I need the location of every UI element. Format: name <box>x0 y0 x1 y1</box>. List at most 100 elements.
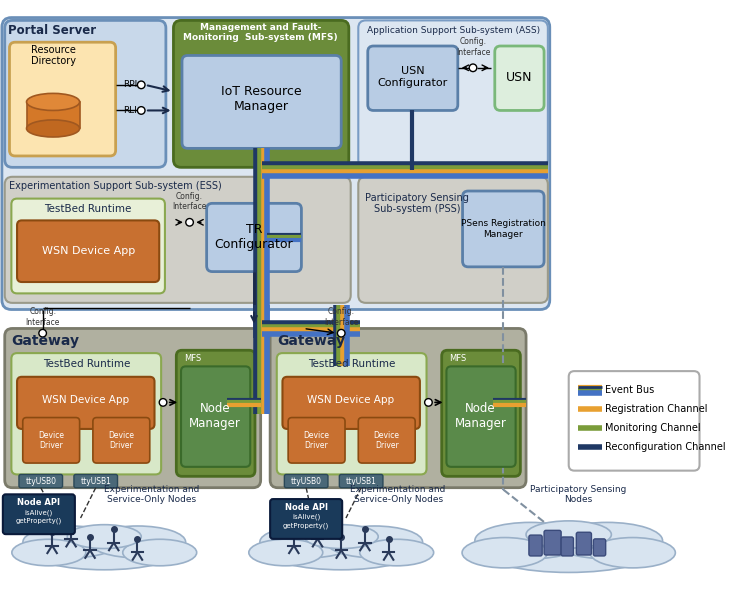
Text: Registration Channel: Registration Channel <box>605 404 707 414</box>
Text: Node
Manager: Node Manager <box>189 401 241 430</box>
FancyBboxPatch shape <box>447 367 516 467</box>
Circle shape <box>39 329 47 337</box>
Circle shape <box>137 106 145 114</box>
FancyBboxPatch shape <box>181 367 250 467</box>
Ellipse shape <box>68 525 141 549</box>
Text: Node API: Node API <box>17 498 60 507</box>
Text: Reconfiguration Channel: Reconfiguration Channel <box>605 442 726 452</box>
FancyBboxPatch shape <box>277 353 427 474</box>
FancyBboxPatch shape <box>561 537 574 556</box>
Ellipse shape <box>475 522 585 559</box>
FancyBboxPatch shape <box>358 20 548 167</box>
Text: Experimentation and
Service-Only Nodes: Experimentation and Service-Only Nodes <box>104 484 200 504</box>
FancyBboxPatch shape <box>270 329 526 487</box>
Text: getProperty(): getProperty() <box>283 522 329 529</box>
FancyBboxPatch shape <box>577 532 591 555</box>
Text: Device
Driver: Device Driver <box>38 430 65 450</box>
Text: Experimentation and
Service-Only Nodes: Experimentation and Service-Only Nodes <box>350 484 446 504</box>
Text: ttyUSB0: ttyUSB0 <box>291 477 322 486</box>
Ellipse shape <box>462 537 548 568</box>
Ellipse shape <box>23 526 119 558</box>
Ellipse shape <box>267 532 416 570</box>
Circle shape <box>186 219 194 226</box>
FancyBboxPatch shape <box>283 377 420 429</box>
Text: Experimentation Support Sub-system (ESS): Experimentation Support Sub-system (ESS) <box>10 182 222 191</box>
Text: RPI: RPI <box>123 81 137 90</box>
Text: Node API: Node API <box>285 503 328 512</box>
Circle shape <box>137 81 145 89</box>
Ellipse shape <box>27 93 79 111</box>
FancyBboxPatch shape <box>11 198 165 293</box>
Ellipse shape <box>360 539 433 566</box>
Text: TestBed Runtime: TestBed Runtime <box>45 204 132 214</box>
Text: isAlive(): isAlive() <box>24 509 53 516</box>
FancyBboxPatch shape <box>11 353 161 474</box>
Text: ttyUSB0: ttyUSB0 <box>25 477 56 486</box>
FancyBboxPatch shape <box>93 418 150 463</box>
Ellipse shape <box>483 530 654 572</box>
Circle shape <box>160 398 167 406</box>
Ellipse shape <box>526 521 611 548</box>
Ellipse shape <box>30 532 178 570</box>
FancyBboxPatch shape <box>495 46 544 111</box>
FancyBboxPatch shape <box>174 20 349 167</box>
Circle shape <box>469 64 477 72</box>
Ellipse shape <box>260 526 356 558</box>
Text: IoT Resource
Manager: IoT Resource Manager <box>221 85 302 113</box>
Ellipse shape <box>122 539 197 566</box>
Text: TestBed Runtime: TestBed Runtime <box>308 359 395 370</box>
Text: PSens Registration
Manager: PSens Registration Manager <box>461 219 546 239</box>
Text: MFS: MFS <box>184 355 201 363</box>
FancyBboxPatch shape <box>23 418 79 463</box>
FancyBboxPatch shape <box>17 377 154 429</box>
Text: WSN Device App: WSN Device App <box>42 394 129 404</box>
Text: Monitoring Channel: Monitoring Channel <box>605 423 700 433</box>
Text: Portal Server: Portal Server <box>7 24 96 37</box>
Text: TestBed Runtime: TestBed Runtime <box>42 359 130 370</box>
FancyBboxPatch shape <box>4 20 166 167</box>
Text: Event Bus: Event Bus <box>605 385 654 395</box>
FancyBboxPatch shape <box>544 530 561 555</box>
Text: Node
Manager: Node Manager <box>455 401 507 430</box>
Text: Config.
Interface: Config. Interface <box>172 192 207 211</box>
FancyBboxPatch shape <box>284 474 328 487</box>
FancyBboxPatch shape <box>339 474 383 487</box>
Text: ttyUSB1: ttyUSB1 <box>346 477 377 486</box>
FancyBboxPatch shape <box>594 539 605 556</box>
FancyBboxPatch shape <box>462 191 544 267</box>
FancyBboxPatch shape <box>358 177 548 303</box>
FancyBboxPatch shape <box>10 42 116 156</box>
Text: getProperty(): getProperty() <box>16 517 62 524</box>
FancyBboxPatch shape <box>368 46 458 111</box>
Text: Gateway: Gateway <box>277 334 345 348</box>
Ellipse shape <box>590 537 675 568</box>
Text: TR
Configurator: TR Configurator <box>214 222 293 251</box>
FancyBboxPatch shape <box>2 17 550 310</box>
Text: RLI: RLI <box>123 106 137 115</box>
FancyBboxPatch shape <box>358 418 416 463</box>
Circle shape <box>338 329 345 337</box>
Bar <box>27 102 79 129</box>
Ellipse shape <box>326 526 422 558</box>
FancyBboxPatch shape <box>529 535 542 556</box>
FancyBboxPatch shape <box>17 221 160 282</box>
FancyBboxPatch shape <box>4 177 351 303</box>
Ellipse shape <box>249 539 323 566</box>
Text: USN: USN <box>506 71 533 84</box>
FancyBboxPatch shape <box>288 418 345 463</box>
Text: WSN Device App: WSN Device App <box>307 394 394 404</box>
Text: ttyUSB1: ttyUSB1 <box>80 477 111 486</box>
Text: Application Support Sub-system (ASS): Application Support Sub-system (ASS) <box>367 26 539 35</box>
Text: Config.
Interface: Config. Interface <box>324 307 358 327</box>
FancyBboxPatch shape <box>182 55 341 148</box>
Text: WSN Device App: WSN Device App <box>42 246 135 256</box>
FancyBboxPatch shape <box>74 474 117 487</box>
Ellipse shape <box>551 522 663 559</box>
Text: Gateway: Gateway <box>11 334 79 348</box>
Text: Device
Driver: Device Driver <box>108 430 134 450</box>
Ellipse shape <box>27 120 79 137</box>
Ellipse shape <box>304 525 378 549</box>
Ellipse shape <box>12 539 86 566</box>
FancyBboxPatch shape <box>270 499 342 539</box>
Ellipse shape <box>90 526 186 558</box>
